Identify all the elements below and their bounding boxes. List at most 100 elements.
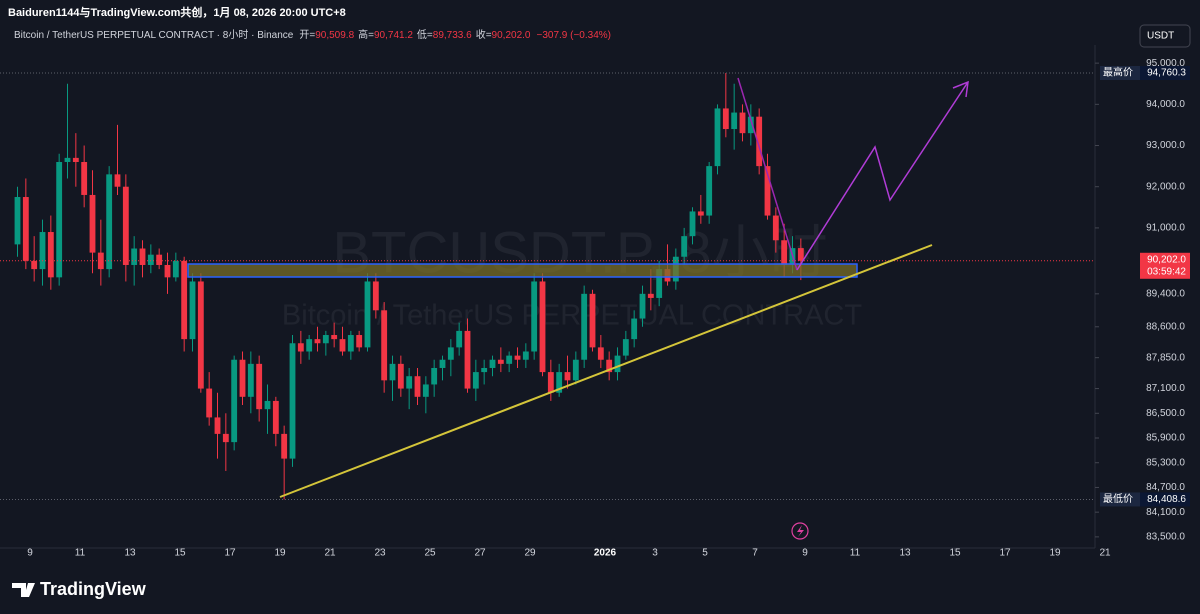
candle-body [56, 161, 63, 278]
brand: TradingView [40, 579, 147, 599]
x-tick-label: 19 [1049, 548, 1061, 559]
legend-value: 90,741.2 [374, 30, 413, 41]
candle-body [681, 236, 688, 257]
candle-body [797, 248, 804, 261]
candle-body [697, 211, 704, 216]
candle-body [747, 116, 754, 134]
y-tick-label: 85,300.0 [1146, 457, 1185, 468]
x-tick-label: 5 [702, 548, 708, 559]
candle-body [756, 116, 763, 167]
candle-body [106, 174, 113, 270]
y-tick-label: 87,850.0 [1146, 352, 1185, 363]
x-tick-label: 25 [424, 548, 436, 559]
x-tick-label: 11 [75, 548, 86, 559]
candle-body [147, 254, 154, 265]
candle-body [389, 363, 396, 381]
low-value-box [1140, 492, 1190, 507]
candle-body [531, 281, 538, 352]
candle-body [306, 339, 313, 352]
credit: Baiduren1144与TradingView.com共创，1月 08, 20… [8, 5, 346, 19]
candle-body [322, 335, 329, 344]
high-value-box [1140, 66, 1190, 81]
candle-body [164, 264, 171, 278]
plot: 95,000.0 94,000.0 93,000.0 92,000.0 91,000.0… [0, 58, 1190, 559]
low-value: 84,408.6 [1147, 494, 1186, 505]
candle-body [347, 335, 354, 352]
high-label-box [1100, 66, 1140, 81]
event-icon[interactable] [791, 522, 809, 540]
x-tick-label: 21 [1099, 548, 1111, 559]
candle-body [656, 269, 663, 298]
candle-body [314, 339, 321, 344]
candle-body [97, 252, 104, 270]
candle-body [372, 281, 379, 311]
candle-body [264, 400, 271, 410]
candle-body [522, 351, 529, 360]
candle-body [647, 293, 654, 298]
candle-body [197, 281, 204, 389]
x-tick-label: 19 [274, 548, 286, 559]
brand-logo [12, 583, 35, 597]
y-tick-label: 88,600.0 [1146, 321, 1185, 332]
trend-line [279, 244, 933, 498]
y-tick-label: 91,000.0 [1146, 223, 1185, 234]
x-tick-label: 7 [752, 548, 758, 559]
event-bolt [797, 525, 804, 537]
candle-body [556, 372, 563, 393]
x-tick-label: 15 [174, 548, 186, 559]
candle-body [781, 240, 788, 265]
candle-body [214, 417, 221, 434]
candle-body [172, 260, 179, 278]
candle-body [131, 248, 138, 265]
currency-button[interactable] [1139, 24, 1191, 48]
last-price-box [1140, 252, 1190, 279]
candle-body [381, 310, 388, 381]
legend-label: 低= [417, 28, 433, 41]
legend-label: 收= [476, 28, 492, 41]
y-tick-label: 86,500.0 [1146, 408, 1185, 419]
candle-body [406, 376, 413, 389]
symbol-legend: Bitcoin / TetherUS PERPETUAL CONTRACT · … [14, 28, 611, 41]
candle-body [431, 367, 438, 385]
projection-path [796, 81, 969, 271]
candle-body [39, 232, 46, 270]
footer [0, 565, 1200, 614]
candle-body [297, 343, 304, 352]
candle-body [731, 112, 738, 130]
x-tick-label: 9 [802, 548, 808, 559]
candle-body [614, 355, 621, 373]
candle-body [572, 359, 579, 381]
candle-body [256, 363, 263, 410]
candle-body [156, 254, 163, 265]
candle-body [22, 197, 29, 261]
candle-body [331, 335, 338, 340]
candle-body [489, 359, 496, 368]
currency[interactable]: USDT [1147, 31, 1174, 42]
candle-body [289, 343, 296, 459]
candle-body [706, 166, 713, 216]
candle-body [239, 359, 246, 397]
candle-body [481, 367, 488, 373]
candle-body [589, 293, 596, 348]
candle-body [639, 293, 646, 319]
candle-body [514, 355, 521, 360]
support-zone [187, 263, 858, 278]
candle-body [14, 197, 21, 245]
candle-body [206, 388, 213, 418]
candle-body [281, 433, 288, 459]
candle-body [464, 330, 471, 389]
y-tick-label: 89,400.0 [1146, 288, 1185, 299]
x-tick-label: 17 [999, 548, 1011, 559]
x-tick-label: 17 [224, 548, 236, 559]
candle-body [181, 260, 188, 340]
candle-body [772, 215, 779, 241]
arrow-head [952, 80, 969, 98]
candle-body [272, 400, 279, 434]
x-tick-label: 2026 [594, 548, 617, 559]
x-tick-label: 9 [27, 548, 33, 559]
candle-body [64, 157, 71, 162]
x-tick-label: 3 [652, 548, 658, 559]
y-tick-label: 85,900.0 [1146, 433, 1185, 444]
candle-body [122, 186, 129, 265]
